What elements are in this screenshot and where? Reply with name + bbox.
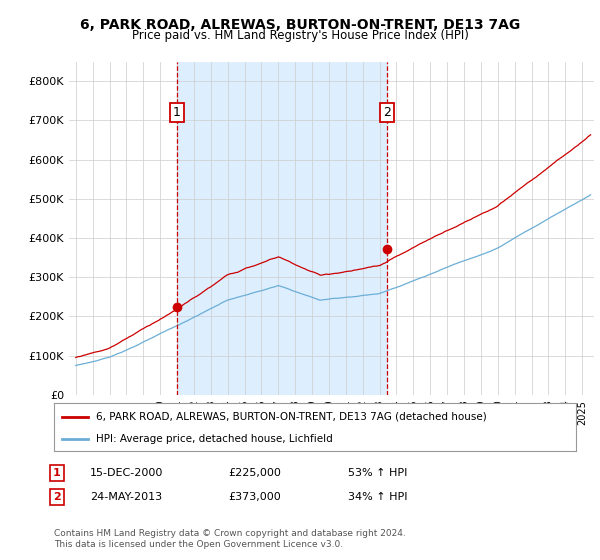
Text: 24-MAY-2013: 24-MAY-2013 (90, 492, 162, 502)
Text: 2: 2 (53, 492, 61, 502)
Text: 6, PARK ROAD, ALREWAS, BURTON-ON-TRENT, DE13 7AG (detached house): 6, PARK ROAD, ALREWAS, BURTON-ON-TRENT, … (96, 412, 487, 422)
Text: 6, PARK ROAD, ALREWAS, BURTON-ON-TRENT, DE13 7AG: 6, PARK ROAD, ALREWAS, BURTON-ON-TRENT, … (80, 18, 520, 32)
Text: 1: 1 (53, 468, 61, 478)
Text: Contains HM Land Registry data © Crown copyright and database right 2024.
This d: Contains HM Land Registry data © Crown c… (54, 529, 406, 549)
Text: 34% ↑ HPI: 34% ↑ HPI (348, 492, 407, 502)
Text: 1: 1 (173, 106, 181, 119)
Text: HPI: Average price, detached house, Lichfield: HPI: Average price, detached house, Lich… (96, 434, 332, 444)
Text: 2: 2 (383, 106, 391, 119)
Text: £225,000: £225,000 (228, 468, 281, 478)
Text: Price paid vs. HM Land Registry's House Price Index (HPI): Price paid vs. HM Land Registry's House … (131, 29, 469, 42)
Text: 15-DEC-2000: 15-DEC-2000 (90, 468, 163, 478)
Text: 53% ↑ HPI: 53% ↑ HPI (348, 468, 407, 478)
Text: £373,000: £373,000 (228, 492, 281, 502)
Bar (177, 62, 387, 395)
